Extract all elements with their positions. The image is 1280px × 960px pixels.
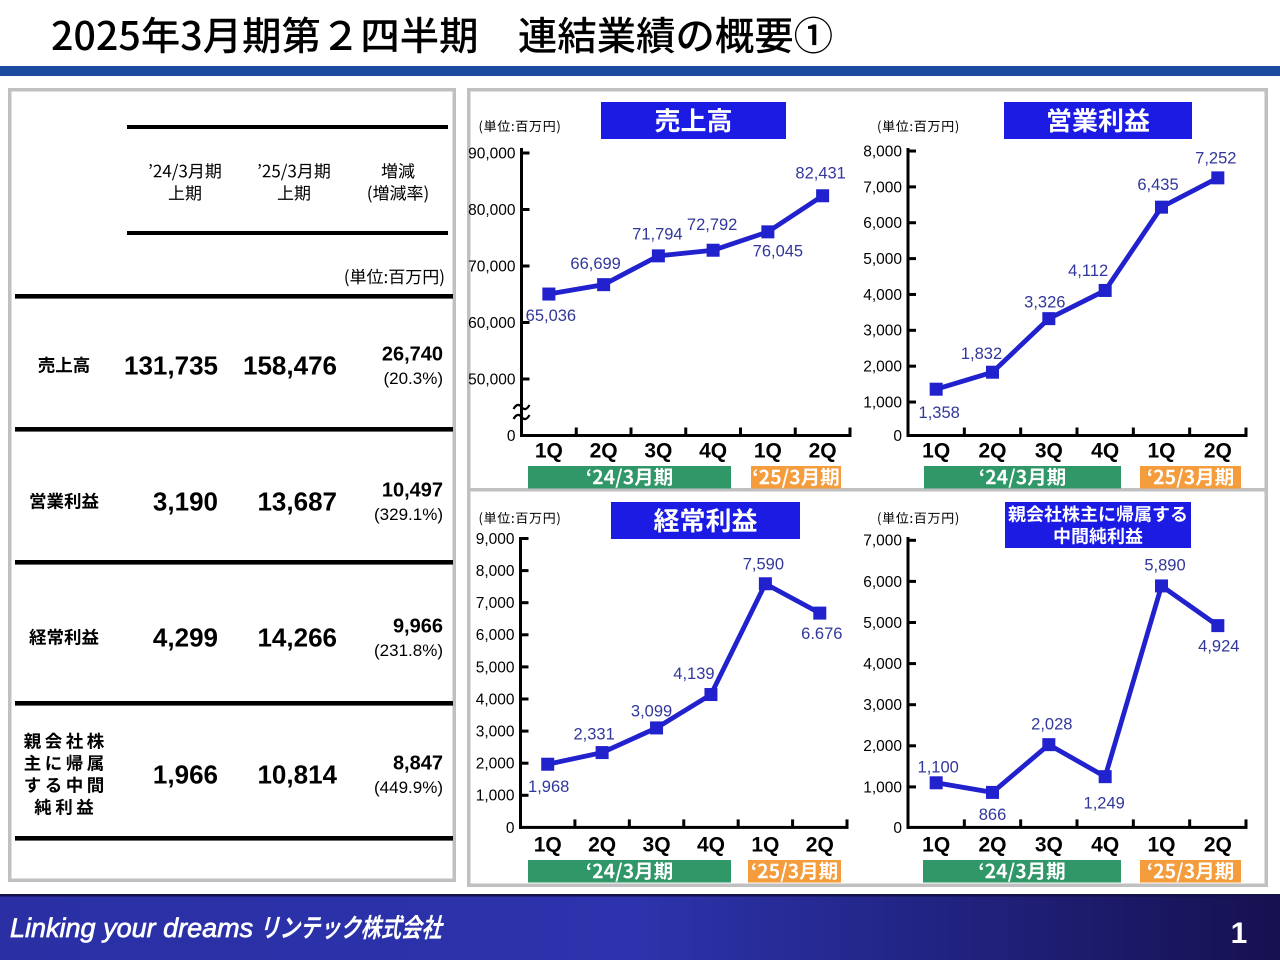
- svg-text:1,000: 1,000: [863, 779, 902, 796]
- svg-text:71,794: 71,794: [632, 226, 682, 244]
- svg-text:158,476: 158,476: [243, 350, 337, 380]
- svg-text:0: 0: [507, 428, 516, 445]
- svg-text:3,099: 3,099: [631, 703, 672, 721]
- svg-text:3,000: 3,000: [863, 697, 902, 714]
- svg-text:6,435: 6,435: [1137, 176, 1178, 194]
- svg-text:(20.3%): (20.3%): [383, 369, 443, 388]
- svg-text:3,000: 3,000: [476, 724, 515, 741]
- svg-text:2,331: 2,331: [573, 725, 614, 743]
- svg-text:1,832: 1,832: [961, 345, 1002, 363]
- svg-text:4,000: 4,000: [863, 656, 902, 673]
- svg-text:(329.1%): (329.1%): [374, 505, 443, 524]
- svg-text:1Q: 1Q: [751, 834, 779, 857]
- svg-text:3,190: 3,190: [153, 486, 218, 516]
- svg-text:50,000: 50,000: [468, 371, 516, 388]
- svg-text:2Q: 2Q: [806, 834, 834, 857]
- svg-text:0: 0: [893, 820, 902, 837]
- svg-text:1Q: 1Q: [535, 440, 563, 463]
- svg-text:0: 0: [893, 428, 902, 445]
- svg-text:1Q: 1Q: [1147, 834, 1175, 857]
- svg-text:26,740: 26,740: [382, 343, 443, 365]
- svg-text:14,266: 14,266: [257, 622, 337, 652]
- svg-text:1: 1: [1231, 917, 1248, 950]
- svg-text:13,687: 13,687: [257, 486, 337, 516]
- svg-text:1,968: 1,968: [528, 778, 569, 796]
- svg-text:6,000: 6,000: [863, 574, 902, 591]
- svg-text:70,000: 70,000: [468, 258, 516, 275]
- svg-text:90,000: 90,000: [468, 145, 516, 162]
- svg-text:80,000: 80,000: [468, 202, 516, 219]
- svg-text:5,890: 5,890: [1144, 557, 1185, 575]
- svg-text:131,735: 131,735: [124, 350, 218, 380]
- svg-text:2Q: 2Q: [1204, 834, 1232, 857]
- svg-text:4,139: 4,139: [673, 665, 714, 683]
- svg-text:10,497: 10,497: [382, 479, 443, 501]
- svg-text:4,299: 4,299: [153, 622, 218, 652]
- svg-text:5,000: 5,000: [863, 615, 902, 632]
- svg-text:8,000: 8,000: [476, 563, 515, 580]
- svg-text:2Q: 2Q: [590, 440, 618, 463]
- svg-text:2Q: 2Q: [978, 440, 1006, 463]
- svg-text:2Q: 2Q: [978, 834, 1006, 857]
- svg-text:4Q: 4Q: [1091, 834, 1119, 857]
- svg-text:5,000: 5,000: [476, 659, 515, 676]
- svg-text:6,000: 6,000: [476, 627, 515, 644]
- svg-text:1Q: 1Q: [922, 834, 950, 857]
- svg-text:3Q: 3Q: [1035, 440, 1063, 463]
- svg-text:82,431: 82,431: [795, 165, 845, 183]
- svg-text:9,000: 9,000: [476, 531, 515, 548]
- svg-text:4,112: 4,112: [1068, 262, 1108, 280]
- svg-text:9,966: 9,966: [393, 615, 443, 637]
- svg-text:3Q: 3Q: [644, 440, 672, 463]
- svg-text:1,000: 1,000: [476, 788, 515, 805]
- svg-text:1,100: 1,100: [918, 759, 959, 777]
- svg-text:Linking your dreams: Linking your dreams: [10, 913, 253, 943]
- svg-text:(449.9%): (449.9%): [374, 778, 443, 797]
- svg-text:4Q: 4Q: [697, 834, 725, 857]
- svg-text:1Q: 1Q: [534, 834, 562, 857]
- svg-text:4Q: 4Q: [699, 440, 727, 463]
- svg-text:60,000: 60,000: [468, 315, 516, 332]
- svg-text:2,000: 2,000: [863, 738, 902, 755]
- svg-text:2Q: 2Q: [1204, 440, 1232, 463]
- svg-text:65,036: 65,036: [526, 307, 576, 325]
- svg-text:8,000: 8,000: [863, 143, 902, 160]
- svg-text:8,847: 8,847: [393, 752, 443, 774]
- svg-text:5,000: 5,000: [863, 251, 902, 268]
- svg-text:10,814: 10,814: [257, 759, 337, 789]
- svg-text:4,000: 4,000: [476, 691, 515, 708]
- svg-text:1Q: 1Q: [754, 440, 782, 463]
- svg-text:3,000: 3,000: [863, 323, 902, 340]
- svg-text:7,000: 7,000: [863, 533, 902, 550]
- svg-text:4Q: 4Q: [1091, 440, 1119, 463]
- svg-text:1Q: 1Q: [1147, 440, 1175, 463]
- svg-text:2Q: 2Q: [588, 834, 616, 857]
- svg-text:7,590: 7,590: [743, 556, 784, 574]
- svg-text:2,028: 2,028: [1031, 715, 1072, 733]
- svg-text:1,000: 1,000: [863, 394, 902, 411]
- svg-text:2Q: 2Q: [809, 440, 837, 463]
- svg-text:866: 866: [979, 806, 1007, 824]
- svg-text:4,000: 4,000: [863, 287, 902, 304]
- svg-text:3,326: 3,326: [1024, 293, 1065, 311]
- svg-text:1,966: 1,966: [153, 759, 218, 789]
- svg-text:4,924: 4,924: [1198, 637, 1239, 655]
- svg-text:7,252: 7,252: [1195, 150, 1236, 168]
- svg-text:7,000: 7,000: [863, 179, 902, 196]
- svg-text:76,045: 76,045: [753, 243, 803, 261]
- svg-text:2,000: 2,000: [476, 756, 515, 773]
- svg-text:1Q: 1Q: [922, 440, 950, 463]
- svg-text:3Q: 3Q: [1035, 834, 1063, 857]
- svg-text:0: 0: [506, 820, 515, 837]
- svg-text:6.676: 6.676: [801, 625, 842, 643]
- svg-text:3Q: 3Q: [643, 834, 671, 857]
- svg-text:2,000: 2,000: [863, 359, 902, 376]
- svg-text:1,249: 1,249: [1084, 794, 1125, 812]
- svg-text:6,000: 6,000: [863, 215, 902, 232]
- svg-text:72,792: 72,792: [687, 216, 737, 234]
- svg-text:1,358: 1,358: [919, 404, 960, 422]
- svg-text:(231.8%): (231.8%): [374, 641, 443, 660]
- svg-text:7,000: 7,000: [476, 595, 515, 612]
- svg-text:66,699: 66,699: [570, 255, 620, 273]
